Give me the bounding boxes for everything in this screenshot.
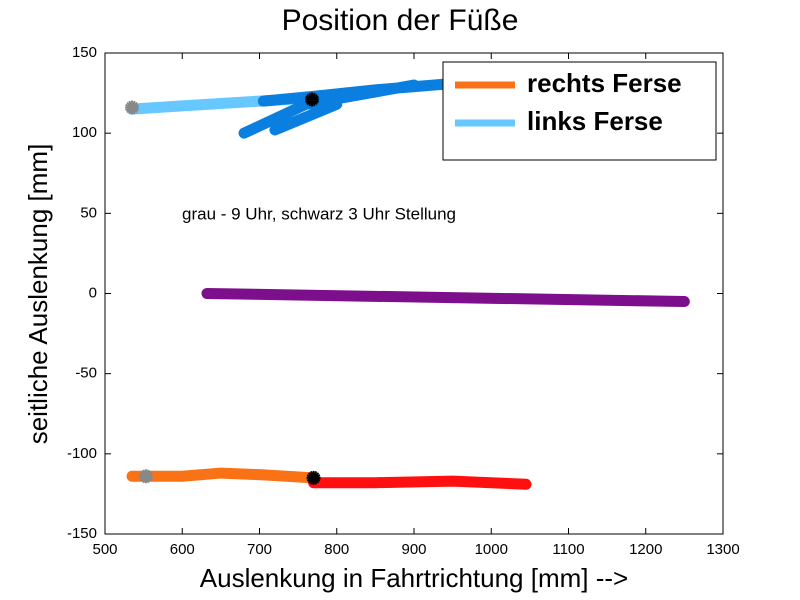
marker (138, 469, 153, 484)
legend-box (442, 61, 717, 161)
annotation: grau - 9 Uhr, schwarz 3 Uhr Stellung (182, 204, 456, 223)
x-tick-label: 1200 (629, 541, 662, 558)
x-tick-label: 600 (170, 541, 195, 558)
series-line (126, 467, 320, 484)
x-tick-label: 900 (401, 541, 426, 558)
y-tick-label: 100 (72, 124, 97, 141)
y-tick-label: 50 (80, 204, 97, 221)
x-tick-label: 1100 (552, 541, 584, 558)
marker (306, 470, 321, 485)
chart-title: Position der Füße (282, 4, 519, 37)
x-tick-label: 500 (92, 541, 117, 558)
x-axis-label: Auslenkung in Fahrtrichtung [mm] --> (200, 563, 628, 593)
x-tick-label: 1300 (706, 541, 739, 558)
series-line (308, 475, 532, 490)
marker (305, 92, 320, 107)
y-tick-label: 0 (89, 284, 97, 301)
series-line (201, 288, 690, 308)
x-tick-label: 1000 (475, 541, 508, 558)
y-tick-label: -150 (67, 525, 97, 542)
x-tick-label: 700 (247, 541, 272, 558)
legend-label: rechts Ferse (527, 68, 682, 98)
series-line (238, 77, 459, 139)
y-tick-label: -50 (75, 365, 97, 382)
y-axis-label: seitliche Auslenkung [mm] (23, 144, 53, 445)
x-tick-label: 800 (324, 541, 349, 558)
y-tick-label: -100 (67, 445, 97, 462)
legend-label: links Ferse (527, 106, 663, 136)
marker (125, 100, 140, 115)
y-tick-label: 150 (72, 44, 97, 61)
